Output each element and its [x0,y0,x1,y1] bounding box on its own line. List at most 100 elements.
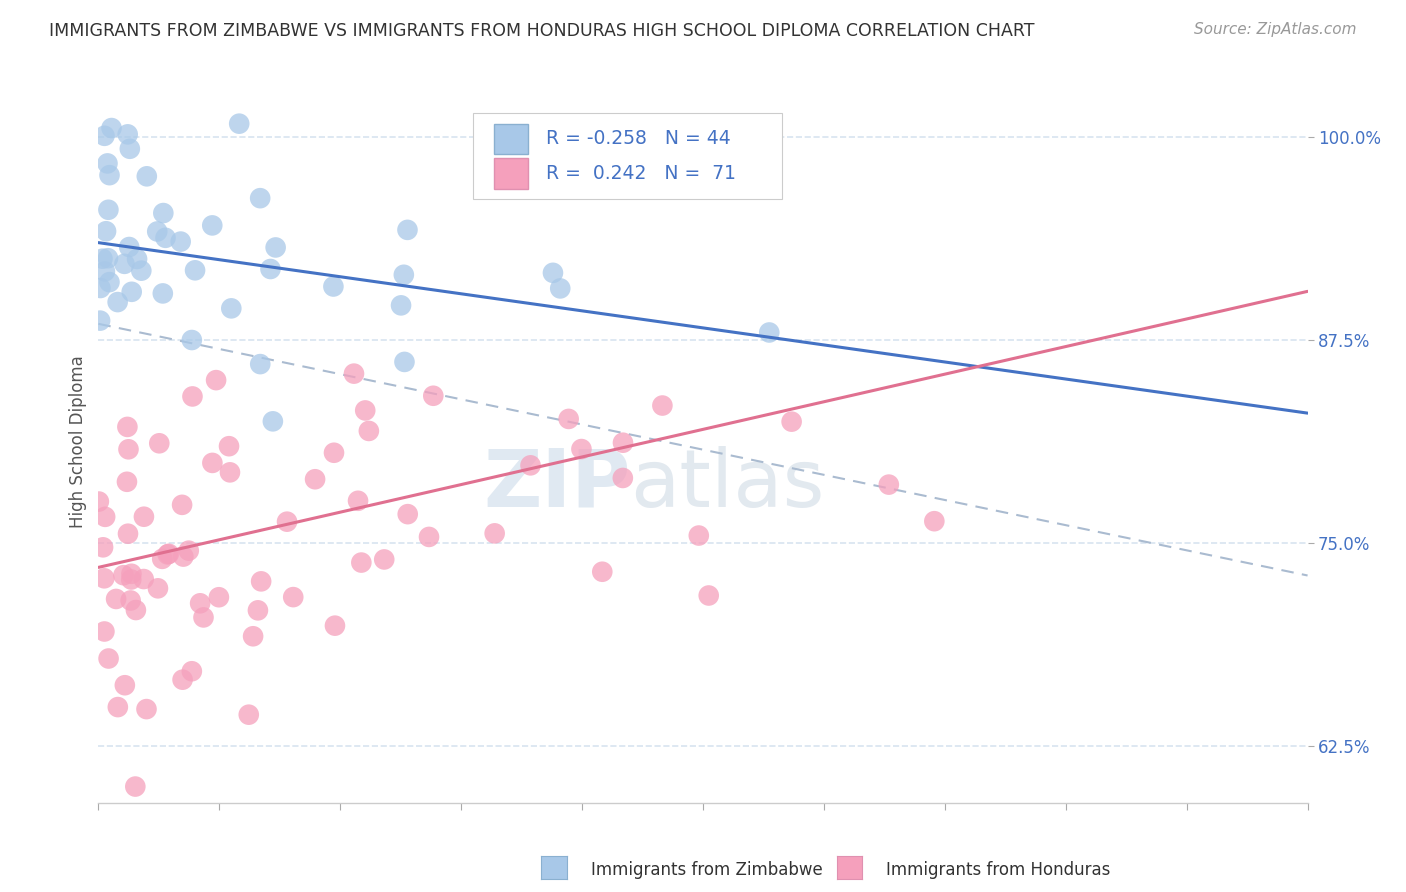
Point [172,549,194,564]
Point [156,548,179,562]
Point [152,286,174,301]
Point [612,435,634,450]
Point [93,128,115,143]
Point [97,651,120,665]
Point [94,509,117,524]
Point [246,603,269,617]
Point [131,263,153,277]
Point [107,295,129,310]
Point [373,552,395,566]
Point [228,117,250,131]
Point [347,493,370,508]
Point [115,475,138,489]
Point [343,367,366,381]
Point [146,582,169,596]
Point [924,514,946,528]
Point [612,471,634,485]
Point [357,424,380,438]
Point [484,526,506,541]
Point [172,673,194,687]
Point [118,142,141,156]
Point [418,530,440,544]
Point [117,442,139,457]
Point [124,780,146,794]
Point [392,268,415,282]
Point [323,446,346,460]
Point [100,121,122,136]
Point [249,357,271,371]
Point [283,590,305,604]
Point [193,610,215,624]
Point [354,403,377,417]
Point [89,281,111,295]
Point [172,498,194,512]
Point [389,298,412,312]
Point [571,442,593,456]
Point [651,399,673,413]
Point [89,313,111,327]
Point [221,301,243,316]
Point [322,279,344,293]
Point [219,466,242,480]
Point [242,629,264,643]
Point [396,507,419,521]
Text: ZIP: ZIP [484,446,630,524]
Point [120,593,142,607]
Point [146,224,169,238]
Point [188,596,211,610]
Point [181,389,204,403]
Point [94,224,117,238]
Point [201,456,224,470]
Point [259,262,281,277]
Point [117,420,139,434]
Point [591,565,613,579]
Point [117,128,139,142]
Text: Immigrants from Honduras: Immigrants from Honduras [886,861,1111,879]
Point [548,281,571,295]
Text: atlas: atlas [630,446,825,524]
Point [177,543,200,558]
Point [98,168,121,182]
Point [87,494,110,508]
Point [148,436,170,450]
Text: Immigrants from Zimbabwe: Immigrants from Zimbabwe [591,861,823,879]
Point [519,458,541,473]
Point [97,202,120,217]
Point [120,573,142,587]
Point [114,678,136,692]
Point [184,263,207,277]
Point [117,526,139,541]
Point [688,528,710,542]
Point [105,591,128,606]
Point [780,415,803,429]
Point [697,589,720,603]
Point [238,707,260,722]
Point [422,389,444,403]
Point [125,603,148,617]
Point [180,333,202,347]
Point [557,412,579,426]
Point [132,509,155,524]
Point [249,191,271,205]
Point [125,252,148,266]
Point [170,235,193,249]
Point [218,439,240,453]
Point [394,355,416,369]
Point [112,568,135,582]
Point [877,477,900,491]
Point [94,264,117,278]
Y-axis label: High School Diploma: High School Diploma [69,355,87,528]
Point [264,240,287,254]
Point [121,285,143,299]
Point [350,556,373,570]
Point [208,591,231,605]
Point [541,266,564,280]
Point [152,206,174,220]
Point [132,572,155,586]
Text: R = -0.258   N = 44: R = -0.258 N = 44 [546,129,731,148]
FancyBboxPatch shape [474,112,782,200]
Point [93,624,115,639]
Point [107,700,129,714]
Point [155,231,177,245]
Point [201,219,224,233]
